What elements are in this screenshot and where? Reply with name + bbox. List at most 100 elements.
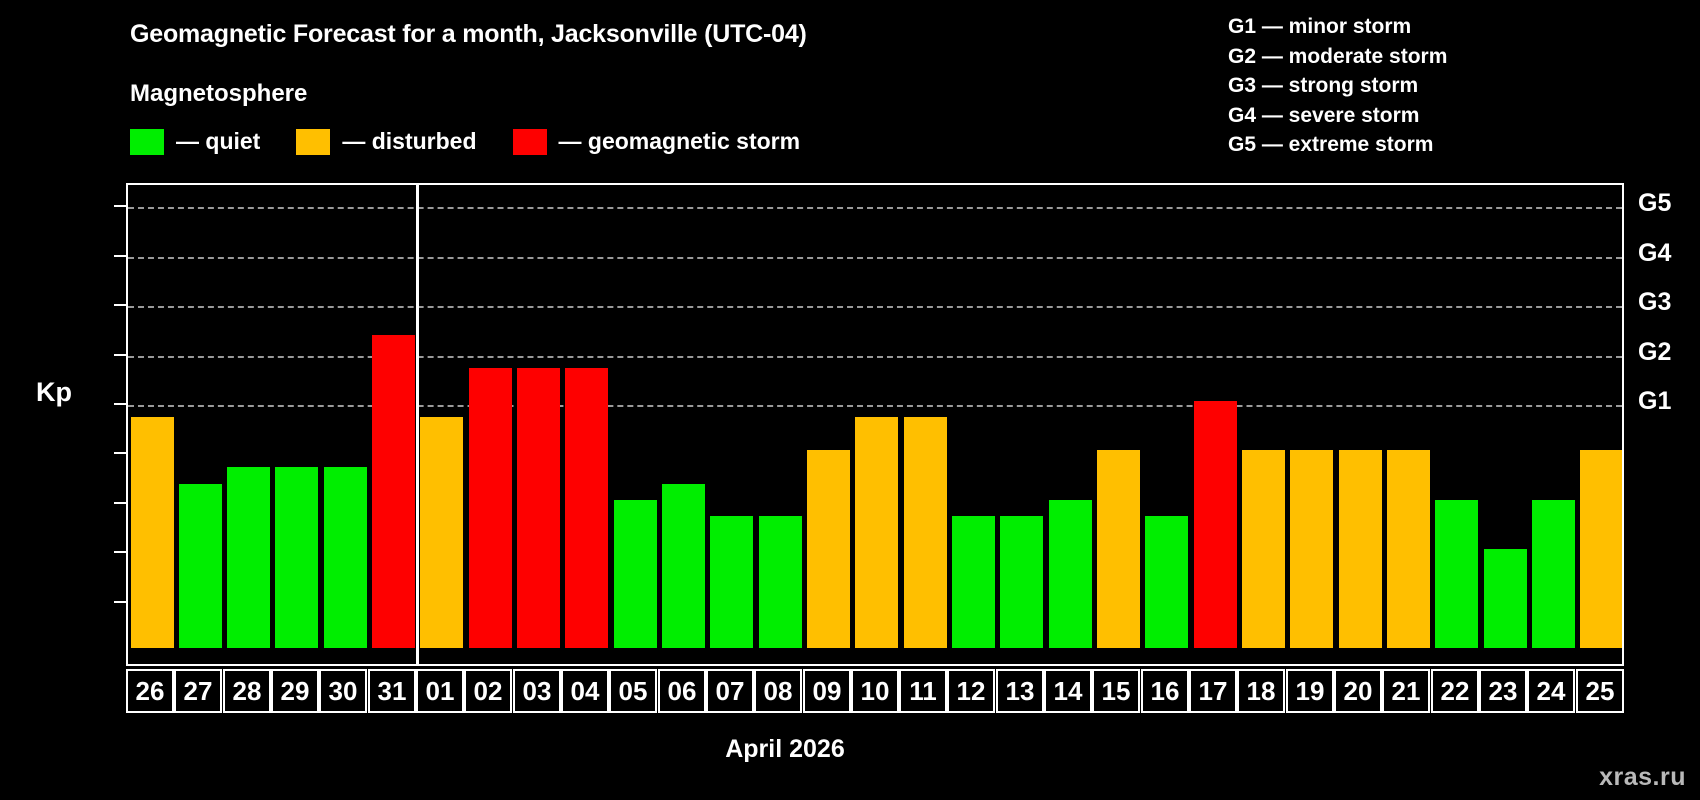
month-divider bbox=[416, 185, 419, 664]
day-label-24[interactable]: 24 bbox=[1527, 669, 1575, 713]
gridline-kp-5 bbox=[128, 405, 1622, 407]
g-axis-label-g3: G3 bbox=[1638, 288, 1672, 317]
day-label-23[interactable]: 23 bbox=[1479, 669, 1527, 713]
bar-day-30[interactable] bbox=[324, 466, 367, 648]
bar-day-29[interactable] bbox=[275, 466, 318, 648]
day-label-04[interactable]: 04 bbox=[561, 669, 609, 713]
bar-day-10[interactable] bbox=[855, 417, 898, 648]
day-label-11[interactable]: 11 bbox=[899, 669, 947, 713]
bar-day-24[interactable] bbox=[1532, 499, 1575, 648]
bar-day-28[interactable] bbox=[227, 466, 270, 648]
day-label-15[interactable]: 15 bbox=[1092, 669, 1140, 713]
x-axis-title-text: April 2026 bbox=[725, 735, 845, 763]
bar-day-16[interactable] bbox=[1145, 516, 1188, 648]
bar-day-11[interactable] bbox=[904, 417, 947, 648]
g-scale-row-g3: G3 — strong storm bbox=[1228, 74, 1419, 97]
legend-label-quiet: — quiet bbox=[176, 128, 261, 154]
g-scale-row-g1: G1 — minor storm bbox=[1228, 15, 1412, 38]
legend-item-disturbed: — disturbed bbox=[296, 128, 512, 155]
day-label-25[interactable]: 25 bbox=[1576, 669, 1624, 713]
bar-day-02[interactable] bbox=[469, 367, 512, 648]
day-label-14[interactable]: 14 bbox=[1044, 669, 1092, 713]
day-label-29[interactable]: 29 bbox=[271, 669, 319, 713]
g-scale-row-g2: G2 — moderate storm bbox=[1228, 44, 1448, 68]
day-label-21[interactable]: 21 bbox=[1382, 669, 1430, 713]
day-label-12[interactable]: 12 bbox=[947, 669, 995, 713]
day-label-26[interactable]: 26 bbox=[126, 669, 174, 713]
bar-day-05[interactable] bbox=[614, 499, 657, 648]
bar-day-15[interactable] bbox=[1097, 450, 1140, 648]
bar-day-06[interactable] bbox=[662, 483, 705, 648]
day-label-02[interactable]: 02 bbox=[464, 669, 512, 713]
y-tick-mark-5 bbox=[114, 403, 126, 405]
bar-day-25[interactable] bbox=[1580, 450, 1622, 648]
bar-day-21[interactable] bbox=[1387, 450, 1430, 648]
legend-item-quiet: — quiet bbox=[130, 128, 296, 155]
bar-day-19[interactable] bbox=[1290, 450, 1333, 648]
day-label-30[interactable]: 30 bbox=[319, 669, 367, 713]
y-axis-title: Kp bbox=[36, 377, 72, 407]
bar-day-26[interactable] bbox=[131, 417, 174, 648]
gridline-kp-9 bbox=[128, 207, 1622, 210]
day-label-03[interactable]: 03 bbox=[513, 669, 561, 713]
day-label-20[interactable]: 20 bbox=[1334, 669, 1382, 713]
gridline-kp-6 bbox=[128, 355, 1622, 358]
bar-day-07[interactable] bbox=[710, 516, 753, 648]
day-label-13[interactable]: 13 bbox=[996, 669, 1044, 713]
bar-day-12[interactable] bbox=[952, 516, 995, 648]
bar-day-01[interactable] bbox=[420, 417, 463, 648]
bar-day-17[interactable] bbox=[1194, 401, 1237, 648]
day-label-07[interactable]: 07 bbox=[706, 669, 754, 713]
bar-day-08[interactable] bbox=[759, 516, 802, 648]
day-label-28[interactable]: 28 bbox=[223, 669, 271, 713]
gridline-kp-8 bbox=[128, 256, 1622, 259]
day-label-09[interactable]: 09 bbox=[803, 669, 851, 713]
legend-label-disturbed: — disturbed bbox=[342, 128, 477, 154]
day-label-08[interactable]: 08 bbox=[754, 669, 802, 713]
day-label-16[interactable]: 16 bbox=[1141, 669, 1189, 713]
day-label-27[interactable]: 27 bbox=[174, 669, 222, 713]
bar-day-14[interactable] bbox=[1049, 499, 1092, 648]
bar-day-13[interactable] bbox=[1000, 516, 1043, 648]
day-label-18[interactable]: 18 bbox=[1237, 669, 1285, 713]
day-label-19[interactable]: 19 bbox=[1286, 669, 1334, 713]
gridlines bbox=[128, 185, 1622, 664]
y-tick-mark-1 bbox=[114, 600, 126, 603]
day-label-01[interactable]: 01 bbox=[416, 669, 464, 713]
bar-day-23[interactable] bbox=[1484, 549, 1527, 648]
page-title: Geomagnetic Forecast for a month, Jackso… bbox=[130, 20, 807, 48]
day-label-31[interactable]: 31 bbox=[368, 669, 416, 713]
plot-area bbox=[126, 183, 1624, 666]
bar-day-09[interactable] bbox=[807, 450, 850, 648]
g-scale-legend: G1 — minor storm G2 — moderate storm G3 … bbox=[1228, 12, 1447, 160]
g-axis-label-g1: G1 bbox=[1638, 387, 1672, 415]
legend-swatch-storm-icon bbox=[512, 128, 547, 155]
day-label-22[interactable]: 22 bbox=[1431, 669, 1479, 713]
g-axis-label-g4: G4 bbox=[1638, 238, 1672, 267]
y-tick-mark-8 bbox=[114, 254, 126, 257]
watermark: xras.ru bbox=[1599, 763, 1686, 791]
day-label-17[interactable]: 17 bbox=[1189, 669, 1237, 713]
month-divider-layer bbox=[128, 185, 1622, 664]
y-tick-mark-9 bbox=[114, 205, 126, 208]
g-scale-row-g4: G4 — severe storm bbox=[1228, 103, 1420, 127]
g-axis-label-g5: G5 bbox=[1638, 189, 1672, 218]
g-axis-label-g2: G2 bbox=[1638, 337, 1672, 366]
day-label-05[interactable]: 05 bbox=[609, 669, 657, 713]
x-axis-title: April 2026 bbox=[0, 735, 1700, 764]
bar-day-27[interactable] bbox=[179, 483, 222, 648]
bar-day-18[interactable] bbox=[1242, 450, 1285, 648]
day-label-10[interactable]: 10 bbox=[851, 669, 899, 713]
bar-day-04[interactable] bbox=[565, 367, 608, 648]
bar-day-22[interactable] bbox=[1435, 499, 1478, 648]
magnetosphere-legend: — quiet — disturbed — geomagnetic storm bbox=[130, 128, 836, 155]
bar-day-20[interactable] bbox=[1339, 450, 1382, 648]
legend-label-storm: — geomagnetic storm bbox=[558, 128, 801, 154]
bar-day-31[interactable] bbox=[372, 335, 415, 648]
g-scale-row-g5: G5 — extreme storm bbox=[1228, 133, 1434, 156]
bar-day-03[interactable] bbox=[517, 367, 560, 648]
y-tick-mark-7 bbox=[114, 304, 126, 307]
day-label-06[interactable]: 06 bbox=[658, 669, 706, 713]
bar-series bbox=[128, 185, 1622, 664]
legend-item-storm: — geomagnetic storm bbox=[512, 128, 837, 155]
